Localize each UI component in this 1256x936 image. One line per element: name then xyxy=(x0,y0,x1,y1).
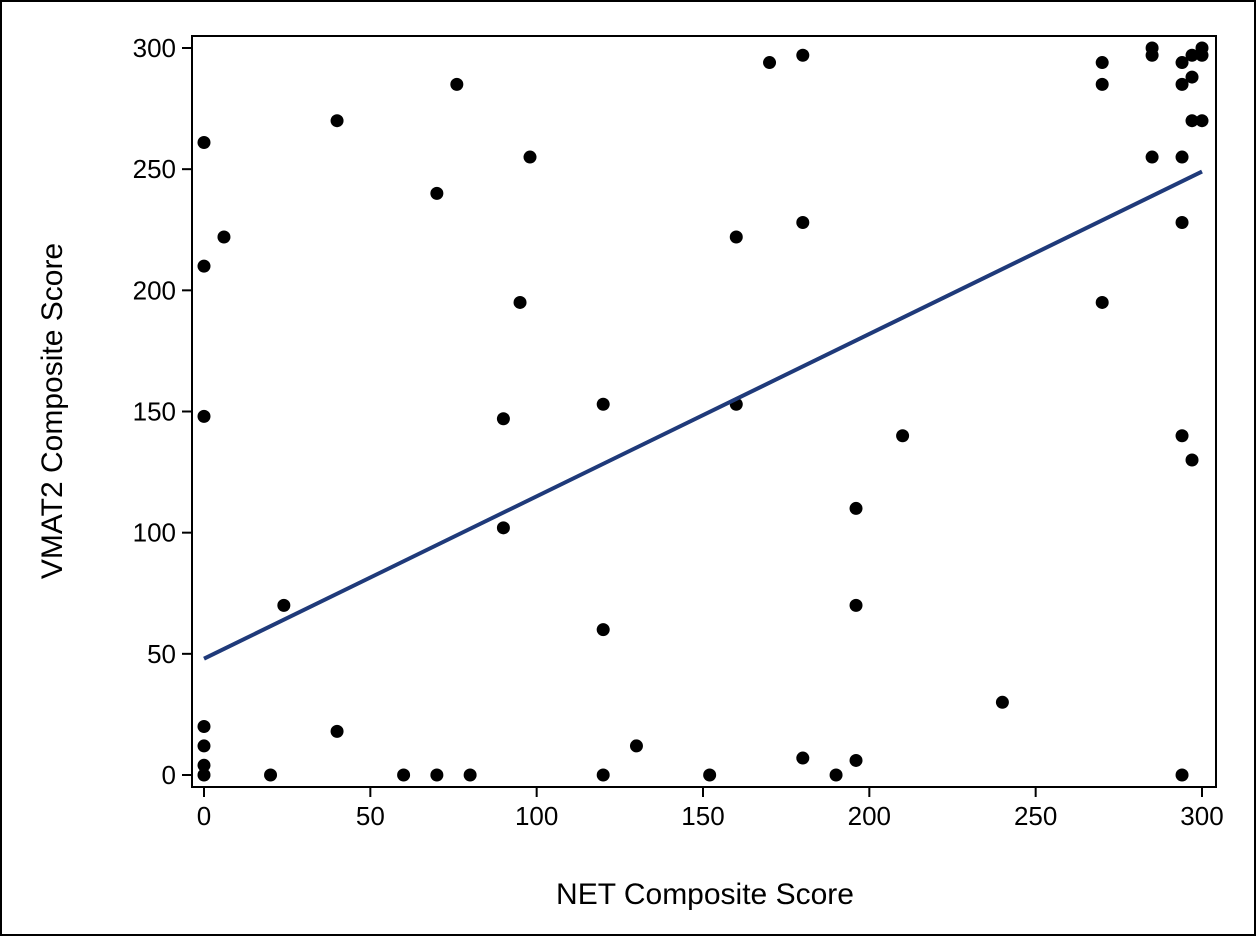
data-point xyxy=(277,598,291,612)
data-point xyxy=(397,768,411,782)
y-axis-title: VMAT2 Composite Score xyxy=(36,243,69,579)
data-point xyxy=(596,623,610,637)
regression-fit-line xyxy=(203,169,1203,661)
data-point xyxy=(796,751,810,765)
data-point xyxy=(197,739,211,753)
data-point xyxy=(763,56,777,70)
x-tick-label: 200 xyxy=(848,801,891,831)
x-tick-label: 300 xyxy=(1180,801,1223,831)
data-point xyxy=(849,598,863,612)
data-point xyxy=(523,150,537,164)
data-point xyxy=(197,720,211,734)
data-point xyxy=(450,77,464,91)
data-point xyxy=(1195,114,1209,128)
data-point xyxy=(1145,48,1159,62)
data-point xyxy=(1195,48,1209,62)
data-point xyxy=(596,768,610,782)
x-axis: 0 50 100 150 200 250 300 xyxy=(197,787,1224,831)
x-tick-label: 100 xyxy=(515,801,558,831)
data-point xyxy=(513,295,527,309)
data-point xyxy=(1175,56,1189,70)
x-tick-label: 150 xyxy=(681,801,724,831)
data-point xyxy=(1175,150,1189,164)
data-point xyxy=(217,230,231,244)
data-point xyxy=(197,259,211,273)
fit-line-layer xyxy=(203,169,1203,661)
data-point xyxy=(1185,70,1199,84)
y-tick-label: 300 xyxy=(133,33,176,63)
data-point xyxy=(197,409,211,423)
data-point xyxy=(1175,768,1189,782)
x-tick-label: 250 xyxy=(1014,801,1057,831)
data-point xyxy=(729,230,743,244)
data-point xyxy=(1175,77,1189,91)
y-tick-label: 50 xyxy=(147,639,176,669)
data-point xyxy=(1095,56,1109,70)
data-point xyxy=(496,412,510,426)
x-tick-label: 0 xyxy=(197,801,211,831)
data-point xyxy=(1185,453,1199,467)
y-tick-label: 200 xyxy=(133,275,176,305)
data-point xyxy=(496,521,510,535)
data-point xyxy=(1175,429,1189,443)
data-point xyxy=(197,758,211,772)
data-point xyxy=(1095,77,1109,91)
data-point xyxy=(430,186,444,200)
y-axis: 0 50 100 150 200 250 300 xyxy=(133,33,192,790)
data-point xyxy=(430,768,444,782)
data-point xyxy=(629,739,643,753)
data-point xyxy=(1185,48,1199,62)
y-tick-label: 100 xyxy=(133,518,176,548)
data-point xyxy=(896,429,910,443)
data-point xyxy=(596,397,610,411)
scatter-points xyxy=(197,41,1209,782)
data-point xyxy=(703,768,717,782)
y-tick-label: 0 xyxy=(162,760,176,790)
x-axis-title: NET Composite Score xyxy=(556,878,854,911)
y-tick-label: 250 xyxy=(133,154,176,184)
data-point xyxy=(197,768,211,782)
data-point xyxy=(829,768,843,782)
data-point xyxy=(463,768,477,782)
y-tick-label: 150 xyxy=(133,397,176,427)
data-point xyxy=(1185,114,1199,128)
data-point xyxy=(330,724,344,738)
data-point xyxy=(995,695,1009,709)
data-point xyxy=(197,136,211,150)
data-point xyxy=(796,48,810,62)
data-point xyxy=(796,215,810,229)
data-point xyxy=(330,114,344,128)
data-point xyxy=(1175,215,1189,229)
data-point xyxy=(1145,150,1159,164)
data-point xyxy=(849,753,863,767)
data-point xyxy=(849,501,863,515)
data-point xyxy=(1095,295,1109,309)
x-tick-label: 50 xyxy=(356,801,385,831)
data-point xyxy=(264,768,278,782)
